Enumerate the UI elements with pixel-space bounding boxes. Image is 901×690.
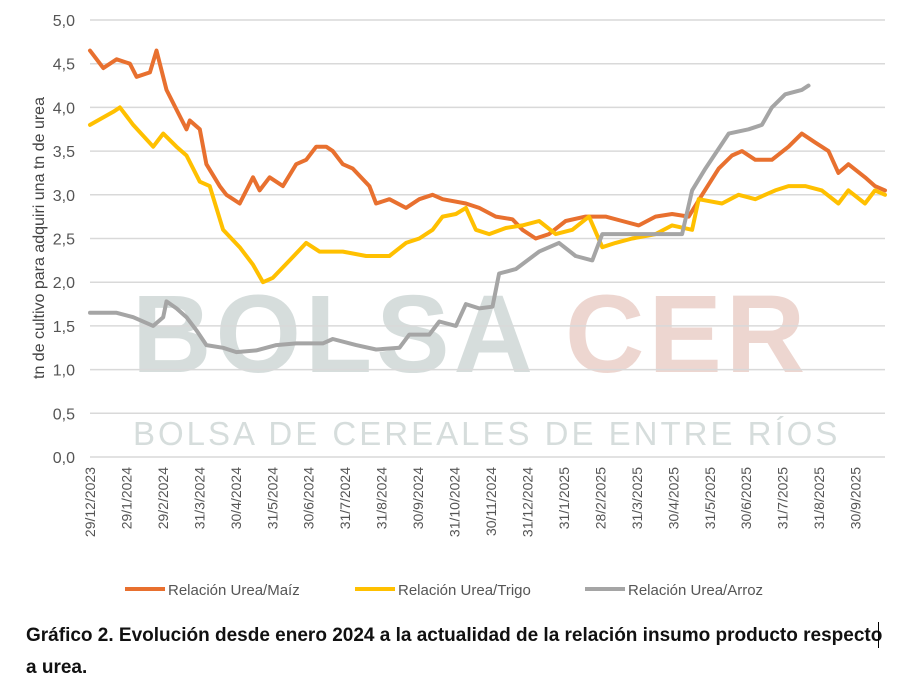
x-tick-label: 30/4/2024 [228,467,244,529]
x-tick-label: 31/10/2024 [447,467,463,537]
x-tick-label: 31/8/2025 [811,467,827,529]
y-tick-label: 1,0 [53,363,75,380]
x-tick-label: 31/3/2025 [629,467,645,529]
y-tick-label: 0,0 [53,450,75,467]
caption-text: Gráfico 2. Evolución desde enero 2024 a … [26,625,883,678]
x-tick-label: 31/5/2025 [702,467,718,529]
watermark: BOLSA CER BOLSA DE CEREALES DE ENTRE RÍO… [132,273,840,452]
y-axis-label: tn de cultivo para adquiri una tn de ure… [31,97,48,379]
x-tick-label: 31/1/2025 [556,467,572,529]
x-tick-label: 30/11/2024 [483,467,499,536]
y-tick-label: 3,5 [53,144,75,161]
series-line-3 [88,83,811,355]
legend-label: Relación Urea/Trigo [398,582,531,599]
x-tick-label: 31/3/2024 [191,467,207,529]
x-tick-label: 29/12/2023 [82,467,98,537]
legend-label: Relación Urea/Maíz [168,582,300,599]
y-tick-label: 2,0 [53,275,75,292]
x-tick-label: 28/2/2025 [592,467,608,529]
y-tick-label: 5,0 [53,13,75,30]
y-tick-label: 2,5 [53,232,75,249]
y-tick-label: 1,5 [53,319,75,336]
x-tick-label: 30/6/2024 [301,467,317,529]
y-tick-label: 4,0 [53,100,75,117]
series-line-2 [88,105,887,285]
x-tick-label: 30/6/2025 [738,467,754,529]
x-tick-label: 31/7/2025 [775,467,791,529]
legend: Relación Urea/Maíz Relación Urea/Trigo Rel… [125,582,763,599]
x-tick-label: 30/4/2025 [665,467,681,529]
svg-text:BOLSA: BOLSA [132,273,537,396]
series-line-1 [88,48,887,241]
x-tick-label: 31/12/2024 [519,467,535,537]
legend-label: Relación Urea/Arroz [628,582,763,599]
x-tick-label: 29/2/2024 [155,467,171,529]
line-chart: BOLSA CER BOLSA DE CEREALES DE ENTRE RÍO… [31,13,887,599]
x-tick-label: 31/5/2024 [264,467,280,529]
x-tick-label: 31/7/2024 [337,467,353,529]
x-tick-label: 30/9/2024 [410,467,426,529]
y-tick-label: 3,0 [53,188,75,205]
x-tick-label: 29/1/2024 [118,467,134,529]
x-tick-label: 31/8/2024 [374,467,390,529]
text-cursor [878,622,879,648]
y-tick-label: 0,5 [53,406,75,423]
figure-caption: Gráfico 2. Evolución desde enero 2024 a … [26,620,886,684]
svg-text:BOLSA DE CEREALES DE ENTRE RÍO: BOLSA DE CEREALES DE ENTRE RÍOS [133,415,840,452]
svg-text:CER: CER [565,273,809,396]
x-tick-label: 30/9/2025 [848,467,864,529]
y-tick-label: 4,5 [53,57,75,74]
